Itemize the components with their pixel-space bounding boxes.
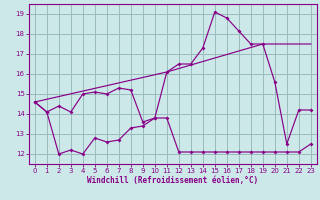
X-axis label: Windchill (Refroidissement éolien,°C): Windchill (Refroidissement éolien,°C)	[87, 176, 258, 185]
